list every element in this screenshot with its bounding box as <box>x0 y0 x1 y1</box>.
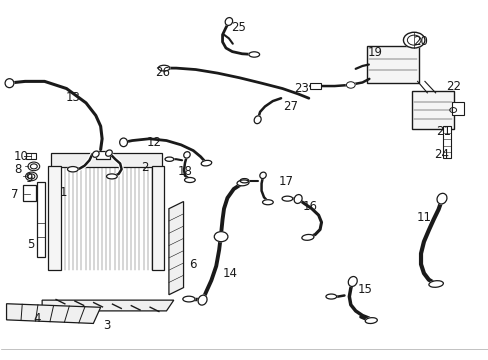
Text: 14: 14 <box>222 267 237 280</box>
Ellipse shape <box>436 193 446 204</box>
Ellipse shape <box>259 172 265 179</box>
Text: 15: 15 <box>357 283 372 296</box>
Text: 6: 6 <box>189 258 197 271</box>
Ellipse shape <box>262 200 273 205</box>
Polygon shape <box>42 300 173 311</box>
Circle shape <box>25 172 37 181</box>
Text: 7: 7 <box>11 188 18 201</box>
Ellipse shape <box>183 296 195 302</box>
Text: 18: 18 <box>177 165 192 177</box>
Ellipse shape <box>184 177 195 183</box>
Ellipse shape <box>254 116 261 124</box>
Text: 2: 2 <box>141 161 148 174</box>
Bar <box>26 153 36 159</box>
Bar <box>451 102 463 116</box>
Ellipse shape <box>365 318 377 324</box>
Text: 9: 9 <box>25 172 33 185</box>
Circle shape <box>28 174 35 179</box>
Ellipse shape <box>301 234 313 240</box>
Text: 22: 22 <box>445 80 460 93</box>
Ellipse shape <box>120 138 127 147</box>
Text: 11: 11 <box>416 211 430 224</box>
Polygon shape <box>168 202 183 295</box>
Text: 21: 21 <box>435 125 450 138</box>
Ellipse shape <box>282 196 292 201</box>
Ellipse shape <box>67 167 78 172</box>
Text: 20: 20 <box>413 35 427 49</box>
Ellipse shape <box>237 180 248 186</box>
Bar <box>96 151 110 159</box>
Circle shape <box>214 231 227 242</box>
Text: 25: 25 <box>231 21 245 34</box>
Circle shape <box>30 164 37 169</box>
Ellipse shape <box>164 157 173 161</box>
Text: 8: 8 <box>14 163 21 176</box>
Ellipse shape <box>183 152 190 158</box>
Ellipse shape <box>240 179 248 183</box>
Polygon shape <box>6 304 101 323</box>
Circle shape <box>28 162 40 171</box>
Bar <box>48 166 61 270</box>
Text: 12: 12 <box>146 136 162 149</box>
FancyBboxPatch shape <box>22 185 36 201</box>
Circle shape <box>346 82 354 88</box>
Ellipse shape <box>5 79 14 87</box>
Circle shape <box>403 32 424 48</box>
Ellipse shape <box>105 150 112 156</box>
Text: 27: 27 <box>283 100 298 113</box>
Ellipse shape <box>224 18 232 26</box>
Text: 24: 24 <box>434 148 448 161</box>
Bar <box>152 166 163 270</box>
Text: 10: 10 <box>14 150 29 163</box>
Ellipse shape <box>106 174 117 179</box>
Ellipse shape <box>294 194 302 203</box>
Ellipse shape <box>158 65 169 71</box>
Ellipse shape <box>248 52 259 57</box>
Ellipse shape <box>428 281 443 287</box>
FancyBboxPatch shape <box>51 153 161 167</box>
Ellipse shape <box>201 160 211 166</box>
Bar <box>37 182 44 257</box>
Text: 17: 17 <box>278 175 293 188</box>
Ellipse shape <box>347 276 357 287</box>
Ellipse shape <box>198 295 206 305</box>
Text: 16: 16 <box>302 201 317 213</box>
Bar <box>310 83 321 89</box>
Text: 4: 4 <box>34 311 41 325</box>
Text: 19: 19 <box>367 46 382 59</box>
Bar <box>443 126 450 158</box>
FancyBboxPatch shape <box>411 91 453 130</box>
Text: 1: 1 <box>59 186 67 199</box>
Text: 13: 13 <box>65 91 80 104</box>
Ellipse shape <box>92 151 99 157</box>
Ellipse shape <box>325 294 336 299</box>
Text: 23: 23 <box>294 82 309 95</box>
Text: 26: 26 <box>155 66 170 79</box>
Text: 3: 3 <box>103 319 110 332</box>
FancyBboxPatch shape <box>366 46 418 83</box>
Text: 5: 5 <box>27 238 35 251</box>
